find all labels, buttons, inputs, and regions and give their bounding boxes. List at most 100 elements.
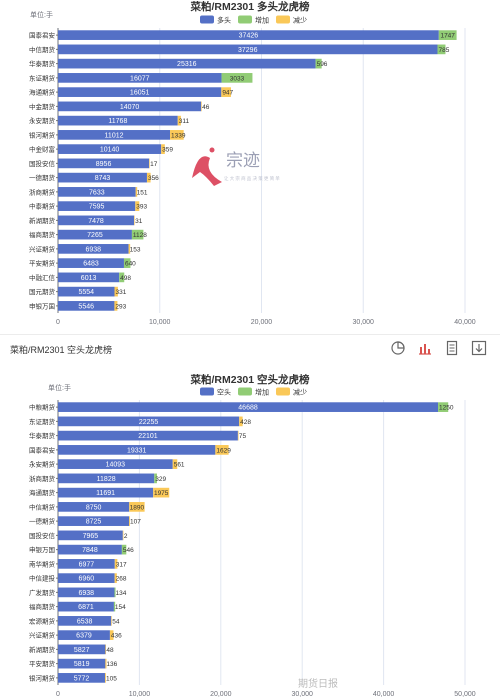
bar-main[interactable]	[58, 573, 115, 583]
legend-swatch	[276, 387, 290, 396]
bar-chart-icon[interactable]	[417, 340, 433, 356]
bar-decrease[interactable]	[215, 445, 229, 455]
bar-increase[interactable]	[114, 587, 116, 598]
bar-increase[interactable]	[315, 58, 322, 69]
bar-main[interactable]	[58, 258, 124, 268]
bar-decrease[interactable]	[149, 158, 150, 169]
y-tick-label: 中金财富	[29, 145, 55, 154]
bar-main[interactable]	[58, 487, 154, 498]
bar-main[interactable]	[58, 445, 216, 455]
bar-decrease[interactable]	[135, 201, 140, 211]
bar-main[interactable]	[58, 172, 147, 183]
bar-decrease[interactable]	[172, 459, 178, 469]
bar-decrease[interactable]	[104, 673, 106, 683]
bar-increase[interactable]	[121, 544, 127, 555]
bar-increase[interactable]	[438, 30, 457, 40]
bar-main[interactable]	[58, 115, 178, 126]
bar-decrease[interactable]	[134, 215, 135, 226]
bar-decrease-value: 311	[179, 118, 190, 125]
bar-increase[interactable]	[437, 44, 446, 55]
y-tick-label: 华泰期货	[29, 431, 56, 440]
bar-main[interactable]	[58, 229, 132, 240]
bar-increase[interactable]	[119, 272, 125, 283]
bar-main[interactable]	[58, 630, 110, 640]
bar-increase[interactable]	[113, 601, 116, 612]
bar-main[interactable]	[58, 286, 115, 297]
bar-main[interactable]	[58, 516, 130, 526]
bar-decrease[interactable]	[129, 516, 130, 526]
legend-item[interactable]: 空头	[200, 387, 231, 397]
legend-item[interactable]: 减少	[276, 387, 307, 397]
download-icon[interactable]	[471, 340, 487, 356]
bar-decrease[interactable]	[105, 658, 107, 669]
bar-main[interactable]	[58, 559, 115, 569]
bar-main[interactable]	[58, 587, 115, 598]
bar-main[interactable]	[58, 473, 155, 484]
bar-main[interactable]	[58, 87, 222, 97]
bar-decrease[interactable]	[128, 244, 131, 254]
bar-increase[interactable]	[123, 258, 131, 268]
bar-decrease[interactable]	[237, 430, 239, 441]
bar-decrease[interactable]	[114, 301, 118, 311]
bar-main[interactable]	[58, 201, 136, 211]
bar-decrease[interactable]	[114, 559, 118, 569]
bar-decrease[interactable]	[135, 187, 138, 197]
bar-main[interactable]	[58, 144, 162, 154]
bar-main[interactable]	[58, 530, 123, 541]
bar-main[interactable]	[58, 673, 105, 683]
legend-item[interactable]: 增加	[238, 15, 269, 25]
bar-main[interactable]	[58, 58, 316, 69]
y-tick-label: 中融汇信	[29, 273, 56, 282]
bar-main[interactable]	[58, 215, 135, 226]
bar-main[interactable]	[58, 502, 130, 512]
bar-main[interactable]	[58, 601, 114, 612]
bar-decrease[interactable]	[114, 286, 118, 297]
bar-decrease[interactable]	[177, 115, 181, 126]
y-tick-label: 东证期货	[29, 417, 56, 426]
legend: 空头 增加 减少	[200, 387, 307, 397]
bar-main[interactable]	[58, 30, 439, 40]
bar-increase[interactable]	[154, 473, 157, 484]
bar-main[interactable]	[58, 644, 106, 655]
bar-decrease[interactable]	[114, 573, 117, 583]
bar-decrease[interactable]	[161, 144, 165, 154]
legend-item[interactable]: 减少	[276, 15, 307, 25]
bar-main[interactable]	[58, 101, 202, 112]
legend-item[interactable]: 增加	[238, 387, 269, 397]
bar-main[interactable]	[58, 272, 120, 283]
bar-main-value: 16077	[130, 75, 150, 82]
bar-main[interactable]	[58, 416, 240, 427]
bar-main[interactable]	[58, 459, 173, 469]
legend-item[interactable]: 多头	[200, 15, 231, 25]
bar-increase[interactable]	[221, 73, 253, 83]
bar-decrease[interactable]	[129, 502, 145, 512]
pie-chart-icon[interactable]	[390, 340, 406, 356]
bar-main[interactable]	[58, 244, 129, 254]
bar-decrease[interactable]	[221, 87, 231, 97]
bar-main[interactable]	[58, 44, 438, 55]
bar-main[interactable]	[58, 301, 115, 311]
bar-increase[interactable]	[131, 229, 144, 240]
bar-decrease[interactable]	[201, 101, 202, 112]
bar-main[interactable]	[58, 130, 171, 140]
bar-main[interactable]	[58, 187, 136, 197]
bar-decrease[interactable]	[153, 487, 170, 498]
bar-increase[interactable]	[438, 402, 449, 412]
bar-main[interactable]	[58, 402, 439, 412]
bar-main[interactable]	[58, 430, 238, 441]
bar-main[interactable]	[58, 658, 106, 669]
bar-decrease[interactable]	[105, 644, 107, 655]
bar-decrease[interactable]	[239, 416, 243, 427]
bar-main[interactable]	[58, 544, 122, 555]
bar-main[interactable]	[58, 616, 112, 626]
document-icon[interactable]	[444, 340, 460, 356]
bar-decrease[interactable]	[146, 172, 151, 183]
bar-decrease[interactable]	[111, 616, 112, 626]
bar-main[interactable]	[58, 158, 150, 169]
bar-main-value: 6379	[76, 633, 92, 640]
bar-main[interactable]	[58, 73, 222, 83]
bar-decrease[interactable]	[170, 130, 184, 140]
bar-decrease[interactable]	[109, 630, 114, 640]
bar-decrease[interactable]	[122, 530, 124, 541]
bar-decrease-value: 1890	[130, 504, 145, 511]
